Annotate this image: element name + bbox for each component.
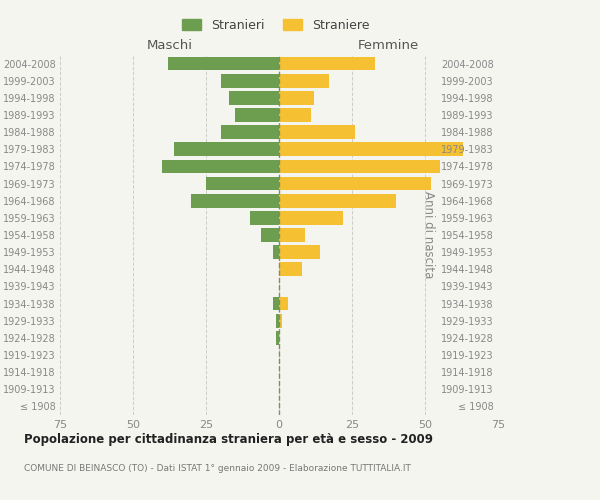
Bar [191, 194, 279, 207]
Bar [276, 331, 279, 344]
Bar [279, 56, 376, 70]
Bar [279, 108, 311, 122]
Bar [273, 246, 279, 259]
Bar [279, 142, 463, 156]
Bar [279, 126, 355, 139]
Bar [250, 211, 279, 224]
Text: Maschi: Maschi [146, 38, 193, 52]
Bar [279, 246, 320, 259]
Bar [221, 74, 279, 88]
Bar [279, 262, 302, 276]
Bar [174, 142, 279, 156]
Bar [206, 176, 279, 190]
Bar [279, 296, 288, 310]
Bar [279, 160, 440, 173]
Bar [262, 228, 279, 242]
Bar [279, 74, 329, 88]
Bar [279, 176, 431, 190]
Bar [279, 228, 305, 242]
Bar [279, 91, 314, 104]
Bar [168, 56, 279, 70]
Bar [235, 108, 279, 122]
Text: Popolazione per cittadinanza straniera per età e sesso - 2009: Popolazione per cittadinanza straniera p… [24, 432, 433, 446]
Legend: Stranieri, Straniere: Stranieri, Straniere [178, 14, 374, 37]
Text: Femmine: Femmine [358, 38, 419, 52]
Bar [279, 314, 282, 328]
Bar [279, 194, 396, 207]
Text: COMUNE DI BEINASCO (TO) - Dati ISTAT 1° gennaio 2009 - Elaborazione TUTTITALIA.I: COMUNE DI BEINASCO (TO) - Dati ISTAT 1° … [24, 464, 411, 473]
Bar [162, 160, 279, 173]
Bar [276, 314, 279, 328]
Y-axis label: Anni di nascita: Anni di nascita [422, 192, 434, 278]
Bar [273, 296, 279, 310]
Bar [229, 91, 279, 104]
Bar [221, 126, 279, 139]
Bar [279, 211, 343, 224]
